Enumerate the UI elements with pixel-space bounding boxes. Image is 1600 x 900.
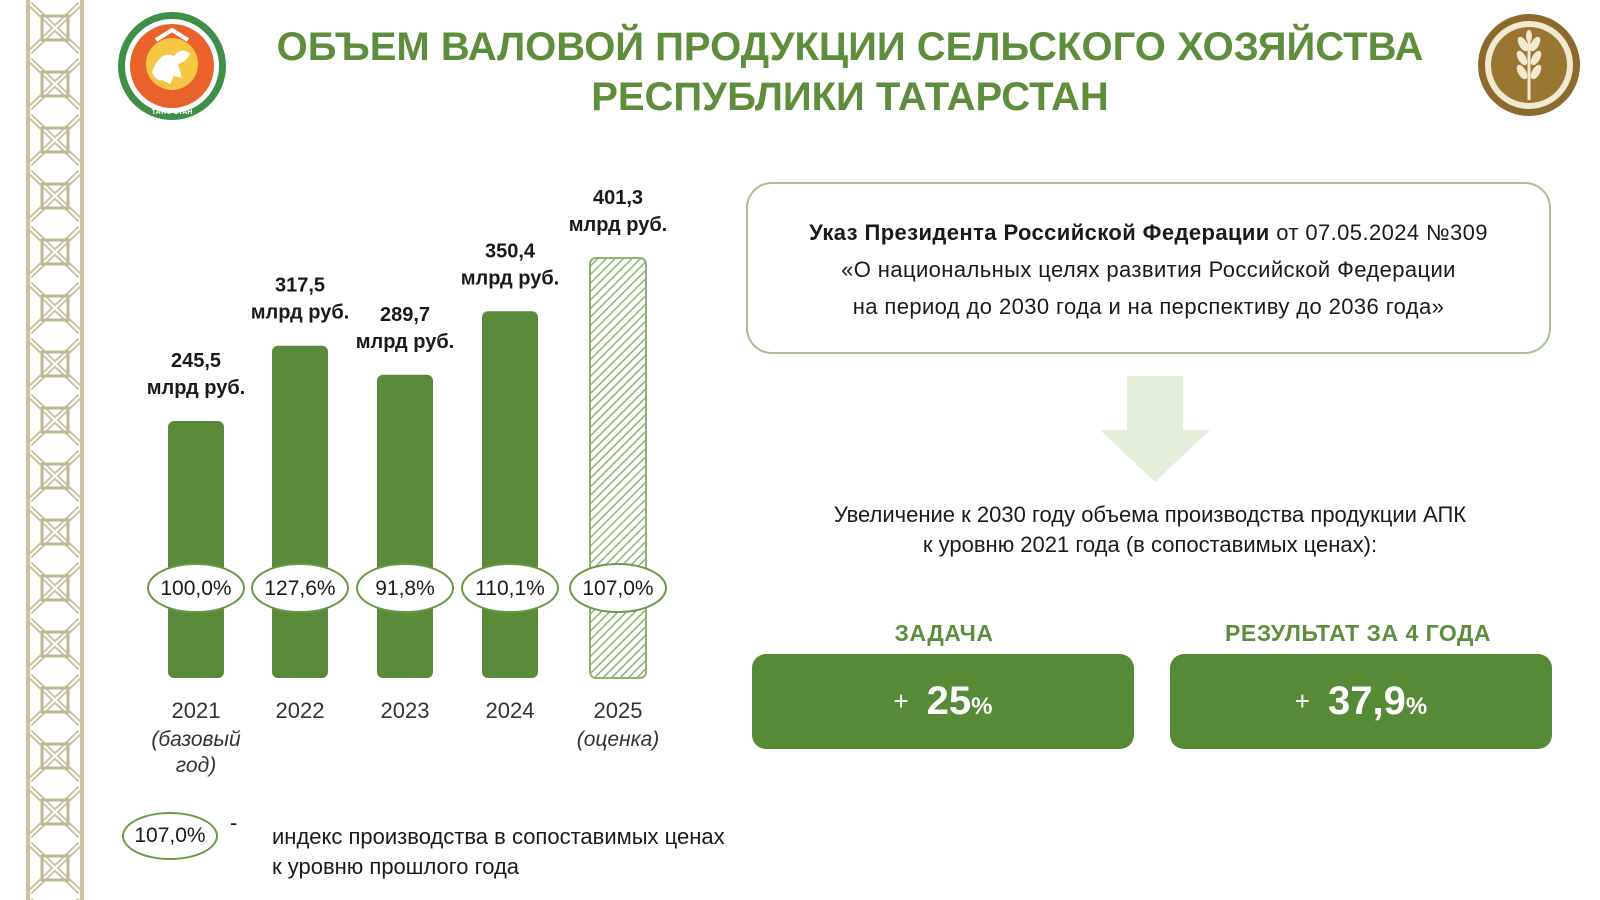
task-card: + 25 % <box>752 654 1134 749</box>
legend-text: индекс производства в сопоставимых ценах… <box>272 822 772 882</box>
title-line-1: ОБЪЕМ ВАЛОВОЙ ПРОДУКЦИИ СЕЛЬСКОГО ХОЗЯЙС… <box>276 25 1424 69</box>
goal-line-1: Увеличение к 2030 году объема производст… <box>833 502 1467 527</box>
bar-2024 <box>482 311 538 678</box>
value-label-2021: 245,5 <box>171 350 221 372</box>
decree-date: от 07.05.2024 №309 <box>1269 220 1488 245</box>
bar-2022 <box>272 345 328 678</box>
task-label: ЗАДАЧА <box>894 620 994 646</box>
index-label-2025: 107,0% <box>582 577 653 600</box>
decree-line-2: «О национальных целях развития Российско… <box>841 257 1456 282</box>
title-line-2: РЕСПУБЛИКИ ТАТАРСТАН <box>591 75 1109 119</box>
value-label-2022: 317,5 <box>275 275 325 297</box>
index-label-2024: 110,1% <box>475 577 545 600</box>
unit-label-2023: млрд руб. <box>356 331 454 353</box>
unit-label-2024: млрд руб. <box>461 267 559 289</box>
legend-dash: - <box>230 810 238 835</box>
production-bar-chart: 245,5 млрд руб. 100,0% 2021 (базовый год) 317,… <box>147 187 667 777</box>
index-label-2023: 91,8% <box>375 577 435 600</box>
year-label-2024: 2024 <box>486 698 535 723</box>
index-oval-2025 <box>569 563 667 613</box>
index-oval-2021 <box>147 563 245 613</box>
result-plus: + <box>1294 686 1310 716</box>
index-label-2021: 100,0% <box>160 577 231 600</box>
ornament-border <box>24 0 86 900</box>
result-value: 37,9 <box>1327 679 1406 723</box>
unit-label-2022: млрд руб. <box>251 302 349 324</box>
year-note-2021: (базовый <box>151 728 241 751</box>
goal-description: Увеличение к 2030 году объема производст… <box>760 500 1540 560</box>
unit-label-2025: млрд руб. <box>569 214 667 236</box>
year-label-2022: 2022 <box>276 698 325 723</box>
task-percent: % <box>971 692 993 720</box>
down-arrow-icon <box>1100 376 1210 482</box>
wheat-emblem-icon <box>1478 14 1580 116</box>
bar-2021 <box>168 421 224 678</box>
year-label-2025: 2025 <box>594 698 643 723</box>
index-oval-2023 <box>356 563 454 613</box>
legend-line-1: индекс производства в сопоставимых ценах <box>272 824 725 849</box>
unit-label-2021: млрд руб. <box>147 377 245 399</box>
value-label-2025: 401,3 <box>593 187 643 209</box>
decree-box: Указ Президента Российской Федерации от … <box>746 182 1551 354</box>
year-note-2-2021: год) <box>176 754 216 777</box>
decree-line-1: Указ Президента Российской Федерации от … <box>748 214 1549 251</box>
task-plus: + <box>893 686 909 716</box>
index-oval-2024 <box>461 563 559 613</box>
decree-line-3: на период до 2030 года и на перспективу … <box>852 294 1445 319</box>
value-label-2023: 289,7 <box>380 304 430 326</box>
chart-legend: 107,0% - индекс производства в сопостави… <box>122 810 782 892</box>
year-label-2021: 2021 <box>172 698 221 723</box>
page-title: ОБЪЕМ ВАЛОВОЙ ПРОДУКЦИИ СЕЛЬСКОГО ХОЗЯЙС… <box>250 22 1450 122</box>
legend-sample-oval: 107,0% <box>122 812 218 860</box>
bar-2025 <box>589 257 647 679</box>
legend-line-2: к уровню прошлого года <box>272 854 520 879</box>
emblem-left-text: ТАТАРСТАН <box>152 109 193 116</box>
year-label-2023: 2023 <box>381 698 430 723</box>
result-label: РЕЗУЛЬТАТ ЗА 4 ГОДА <box>1225 620 1491 646</box>
value-label-2024: 350,4 <box>485 240 536 262</box>
result-percent: % <box>1405 692 1428 720</box>
bar-2023 <box>377 374 433 678</box>
result-card: + 37,9 % <box>1170 654 1552 749</box>
index-oval-2022 <box>251 563 349 613</box>
year-note-2025: (оценка) <box>577 728 660 751</box>
index-label-2022: 127,6% <box>264 577 335 600</box>
task-value: 25 <box>926 679 972 723</box>
goal-line-2: к уровню 2021 года (в сопоставимых ценах… <box>922 532 1378 557</box>
tatarstan-coat-of-arms-icon: ТАТАРСТАН <box>118 12 226 120</box>
decree-title: Указ Президента Российской Федерации <box>809 220 1270 245</box>
